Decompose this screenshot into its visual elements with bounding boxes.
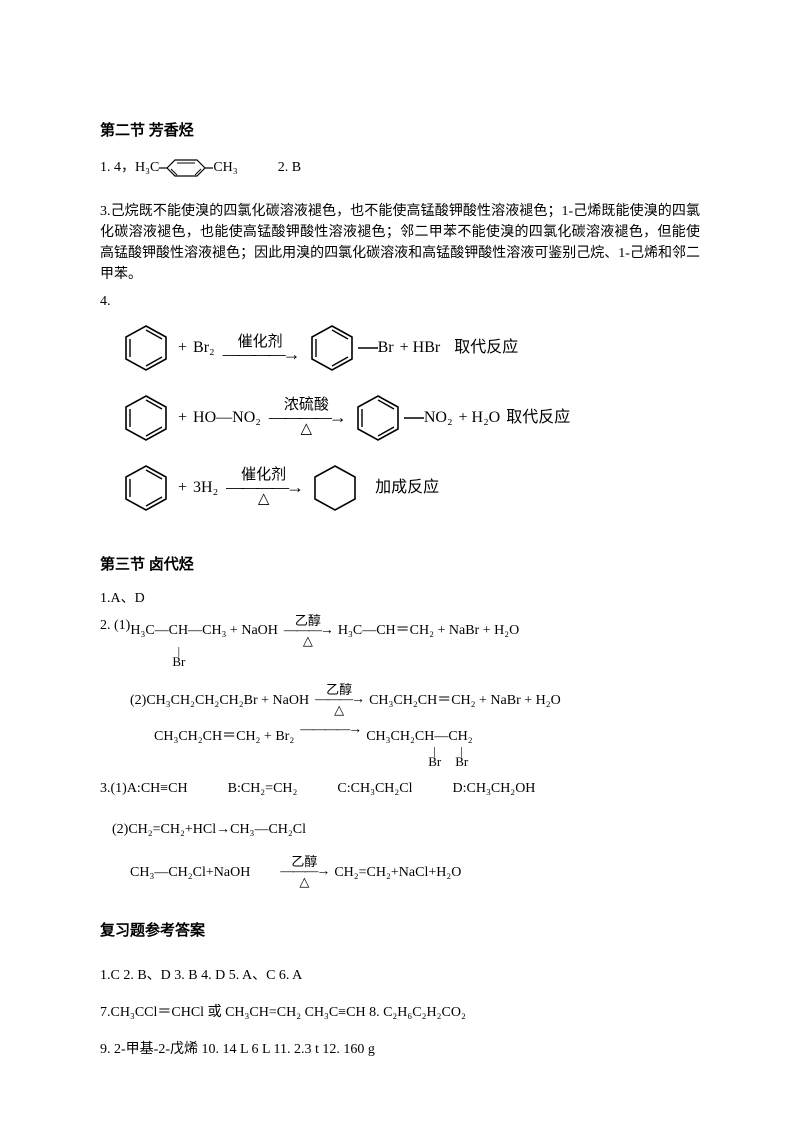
pxylene-right: CH₃ [213,157,237,178]
rxn3-reagent: 3H₂ [193,476,218,500]
q3-1a: 3.(1)A:CH≡CH [100,778,188,799]
bond-icon [358,322,378,374]
s3-q2-1: 2. (1) H₃C—CH—CH₃ + NaOH 乙醇 ———→ △ H₃C—C… [100,615,700,668]
br-atom: Br [172,655,185,668]
review-line1: 1.C 2. B、D 3. B 4. D 5. A、C 6. A [100,965,700,986]
q2-2-lhs: CH₃CH₂CH₂CH₂Br + NaOH [146,690,309,711]
rxn1: + Br₂ 催化剂 ————→ Br + HBr 取代反应 [120,322,700,374]
rxn1-tail: + HBr [400,336,441,360]
rxn1-reagent: Br₂ [193,336,215,360]
q3-para: 3.己烷既不能使溴的四氯化碳溶液褪色，也不能使高锰酸钾酸性溶液褪色；1-己烯既能… [100,201,700,285]
section2-title: 第二节 芳香烃 [100,120,700,143]
rxn2-reagent: HO—NO₂ [193,406,261,430]
q2-2-rhs: CH₃CH₂CH＝CH₂ + NaBr + H₂O [369,690,561,711]
q2-2-prefix: (2) [130,690,146,711]
arrow-shaft-icon: ————→ [300,726,360,734]
rxn2-type: 取代反应 [506,406,570,430]
plus: + [178,476,187,500]
br-below: | Br [172,647,185,668]
bromobenzene: Br [306,322,394,374]
plus: + [178,336,187,360]
arrow: 浓硫酸 ————→ △ [269,398,344,437]
br-below: | Br [428,747,441,768]
rxn2: + HO—NO₂ 浓硫酸 ————→ △ NO₂ + H₂O 取代反应 [120,392,700,444]
cond-bot: △ [258,492,270,507]
benzene-icon [120,462,172,514]
arrow: 乙醇 ———→ △ [284,615,332,647]
q3-1c: C:CH₃CH₂Cl [337,778,412,799]
benzene-icon [306,322,358,374]
cond-tri: △ [299,876,309,888]
br-below: | Br [455,747,468,768]
q1-row: 1. 4， H₃C CH₃ 2. B [100,155,700,181]
rxn2-tail: + H₂O [459,406,501,430]
s3-q3-2b: CH₃—CH₂Cl+NaOH 乙醇 ———→ △ CH₂=CH₂+NaCl+H₂… [130,856,700,888]
q3-1b: B:CH₂=CH₂ [228,778,298,799]
sub-no2: NO₂ [424,406,453,430]
cond-bot: △ [301,422,313,437]
cyclohexane-icon [309,462,361,514]
section3-title: 第三节 卤代烃 [100,554,700,577]
q2-1-lhs: H₃C—CH—CH₃ + NaOH [130,620,278,641]
plus: + [178,406,187,430]
cond-tri: △ [334,704,344,716]
q2-1-rhs: H₃C—CH＝CH₂ + NaBr + H₂O [338,620,519,641]
s3-q1: 1.A、D [100,588,700,609]
br-atom: Br [455,755,468,768]
benzene-icon [120,392,172,444]
arrow-plain: ————→ [300,726,360,734]
s3-q3-2a: (2)CH₂=CH₂+HCl→CH₃—CH₂Cl [112,819,700,840]
arrow-shaft: ————→ [223,348,298,361]
br-atom: Br [428,755,441,768]
benzene-para-icon [159,155,213,181]
s3-q3-1: 3.(1)A:CH≡CH B:CH₂=CH₂ C:CH₃CH₂Cl D:CH₃C… [100,778,700,799]
review-line3: 9. 2-甲基-2-戊烯 10. 14 L 6 L 11. 2.3 t 12. … [100,1039,700,1060]
benzene-icon [120,322,172,374]
q3-2b-lhs: CH₃—CH₂Cl+NaOH [130,862,250,883]
bond-icon [404,392,424,444]
cond-tri: △ [303,635,313,647]
s3-q2-2a: (2) CH₃CH₂CH₂CH₂Br + NaOH 乙醇 ———→ △ CH₃C… [130,684,700,716]
p-xylene: H₃C CH₃ [135,155,238,181]
arrow: 催化剂 ————→ [223,335,298,361]
q2-1-prefix: 2. (1) [100,615,130,636]
q2-2b-rhs: CH₃CH₂CH—CH₂ [366,726,472,747]
rxn3-type: 加成反应 [375,476,439,500]
s3-q2-2b: CH₃CH₂CH＝CH₂ + Br₂ ————→ CH₃CH₂CH—CH₂ | … [154,726,700,768]
q2-2b-lhs: CH₃CH₂CH＝CH₂ + Br₂ [154,726,294,747]
q1-label: 1. 4， [100,157,135,178]
benzene-icon [352,392,404,444]
arrow: 催化剂 ————→ △ [226,468,301,507]
arrow: 乙醇 ———→ △ [280,856,328,888]
rxn3: + 3H₂ 催化剂 ————→ △ 加成反应 [120,462,700,514]
pxylene-left: H₃C [135,157,159,178]
review-title: 复习题参考答案 [100,920,700,943]
review-line2: 7.CH₃CCl＝CHCl 或 CH₃CH=CH₂ CH₃C≡CH 8. C₂H… [100,1002,700,1023]
q4-label: 4. [100,291,700,312]
nitrobenzene: NO₂ [352,392,453,444]
q3-2b-rhs: CH₂=CH₂+NaCl+H₂O [334,862,461,883]
q2-label: 2. B [278,157,301,178]
arrow: 乙醇 ———→ △ [315,684,363,716]
rxn1-type: 取代反应 [454,336,518,360]
q3-1d: D:CH₃CH₂OH [453,778,536,799]
sub-br: Br [378,336,394,360]
